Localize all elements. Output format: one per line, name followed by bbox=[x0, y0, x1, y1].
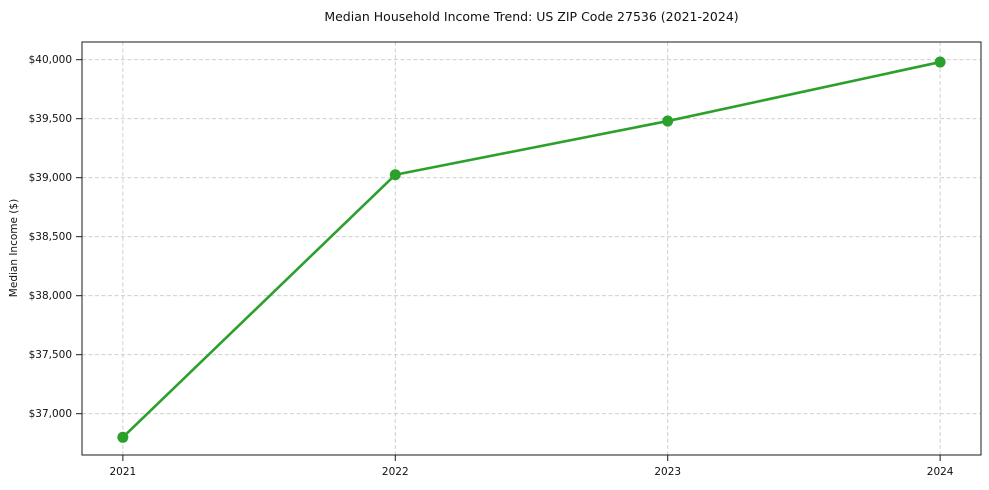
data-point bbox=[934, 56, 946, 68]
data-point bbox=[662, 115, 674, 127]
x-tick-label: 2022 bbox=[382, 466, 409, 478]
data-point bbox=[117, 431, 129, 443]
chart-title: Median Household Income Trend: US ZIP Co… bbox=[324, 9, 739, 24]
data-point bbox=[389, 169, 401, 181]
data-line bbox=[121, 60, 942, 439]
y-tick-label: $39,000 bbox=[29, 172, 72, 184]
grid-lines bbox=[82, 42, 981, 455]
x-axis: 2021 2022 2023 2024 bbox=[109, 455, 954, 478]
x-tick-label: 2023 bbox=[654, 466, 681, 478]
x-tick-label: 2024 bbox=[927, 466, 954, 478]
plot-frame bbox=[81, 41, 982, 456]
y-tick-label: $38,000 bbox=[29, 290, 72, 302]
y-tick-label: $39,500 bbox=[29, 113, 72, 125]
x-tick-label: 2021 bbox=[109, 466, 136, 478]
y-axis: $37,000 $37,500 $38,000 $38,500 $39,000 $39,5… bbox=[29, 54, 82, 420]
y-tick-label: $37,000 bbox=[29, 408, 72, 420]
y-tick-label: $37,500 bbox=[29, 349, 72, 361]
y-tick-label: $38,500 bbox=[29, 231, 72, 243]
y-tick-label: $40,000 bbox=[29, 54, 72, 66]
